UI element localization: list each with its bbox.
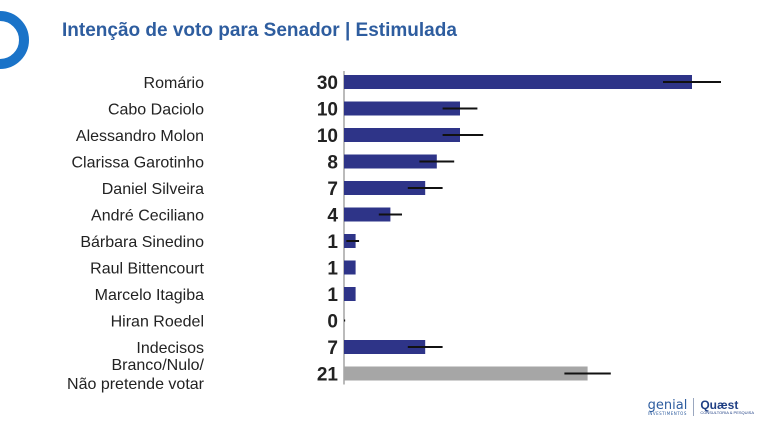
bar [344,154,437,169]
value-label: 30 [317,73,338,94]
category-label: Bárbara Sinedino [80,234,204,251]
bar [344,366,588,381]
category-label: Raul Bittencourt [90,261,204,278]
logo-divider [693,398,695,416]
quaest-logo-sub: CONSULTORIA & PESQUISA [700,410,754,415]
chart-title: Intenção de voto para Senador | Estimula… [62,20,457,41]
bar [344,75,692,89]
value-label: 7 [327,338,338,359]
bar [344,207,391,222]
quaest-logo-text: Quæst [700,398,739,412]
value-label: 1 [327,232,338,253]
category-label: Indecisos [136,340,204,357]
value-label: 7 [327,179,338,200]
genial-logo-text: genial [647,397,688,413]
brand-ring-icon [0,11,29,69]
value-label: 1 [327,285,338,306]
category-label: André Ceciliano [91,208,204,225]
value-label: 8 [327,153,338,174]
category-label: Cabo Daciolo [108,102,204,119]
bar [344,260,356,275]
footer-logos: genial INVESTIMENTOS Quæst CONSULTORIA &… [648,398,754,416]
genial-logo-sub: INVESTIMENTOS [647,410,687,416]
value-label: 10 [317,100,338,121]
category-label: Clarissa Garotinho [72,155,205,172]
value-label: 0 [327,312,338,333]
category-label: Alessandro Molon [76,128,204,145]
category-label: Marcelo Itagiba [95,287,204,304]
value-label: 21 [317,365,339,386]
value-label: 4 [327,206,338,227]
bar [344,287,356,301]
bar [344,128,460,142]
quaest-logo: Quæst CONSULTORIA & PESQUISA [700,399,754,415]
value-label: 10 [317,126,338,147]
category-label: Romário [144,75,205,92]
category-label: Branco/Nulo/Não pretende votar [67,357,205,393]
category-label: Daniel Silveira [102,181,204,198]
bar [344,340,426,354]
genial-logo: genial INVESTIMENTOS [648,399,688,416]
bar [344,181,426,195]
value-label: 1 [327,259,338,280]
category-label: Hiran Roedel [111,314,204,331]
bar [344,101,460,116]
